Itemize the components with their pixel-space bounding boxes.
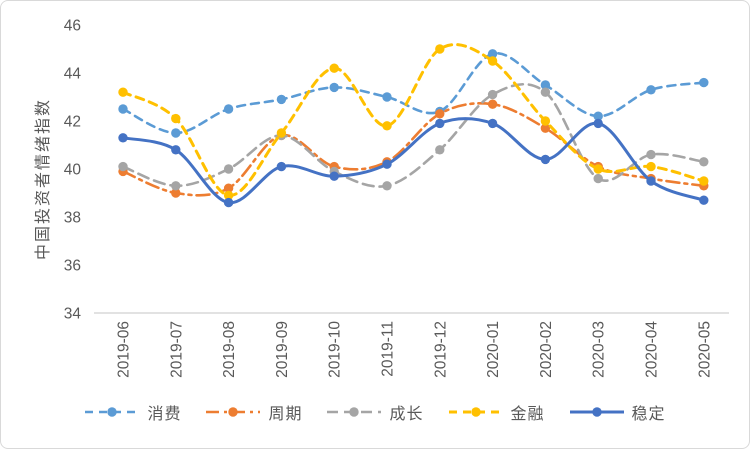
series-marker-金融: [487, 56, 498, 66]
series-marker-消费: [171, 128, 181, 138]
x-tick-label: 2020-01: [485, 321, 502, 378]
series-marker-消费: [540, 80, 551, 90]
series-marker-稳定: [435, 118, 445, 129]
series-marker-金融: [223, 190, 234, 201]
series-marker-消费: [329, 82, 339, 93]
series-marker-周期: [171, 188, 181, 198]
legend-line-sample: [569, 407, 624, 417]
series-marker-消费: [699, 77, 709, 88]
series-marker-周期: [540, 123, 551, 133]
x-tick-label: 2020-02: [538, 321, 555, 378]
series-marker-成长: [171, 181, 181, 191]
x-tick-label: 2019-06: [116, 321, 133, 378]
series-marker-消费: [593, 111, 603, 121]
series-marker-消费: [118, 104, 128, 114]
series-marker-成长: [699, 157, 709, 167]
legend-line-sample: [206, 407, 261, 417]
legend-line-sample: [85, 407, 140, 417]
series-marker-金融: [540, 116, 551, 126]
x-tick-label: 2020-05: [696, 321, 713, 378]
series-marker-金融: [276, 128, 287, 138]
series-marker-金融: [329, 63, 339, 73]
series-marker-成长: [435, 145, 445, 155]
series-marker-成长: [593, 173, 603, 184]
series-marker-稳定: [382, 159, 392, 169]
legend-label: 金融: [510, 406, 545, 423]
series-marker-消费: [487, 49, 498, 59]
series-marker-稳定: [276, 161, 287, 172]
x-tick-label: 2019-10: [327, 321, 344, 378]
legend-item-金融: 金融: [448, 400, 545, 424]
line-chart-plot-area: 46 44 42 40 38 36 34 2019-06 2019-07 2019-08 2019-…: [64, 18, 729, 378]
x-tick-label: 2019-09: [274, 321, 291, 378]
x-tick-label: 2020-04: [644, 321, 661, 378]
series-marker-成长: [223, 164, 234, 174]
y-tick-label: 40: [64, 162, 82, 179]
series-marker-金融: [646, 161, 656, 172]
series-marker-稳定: [118, 133, 128, 143]
series-marker-金融: [435, 44, 445, 54]
chart-legend: 消费 周期 成长 金融 稳定: [1, 400, 749, 424]
series-marker-稳定: [329, 171, 339, 181]
x-tick-label: 2019-12: [432, 321, 449, 378]
y-tick-label: 38: [64, 210, 81, 227]
series-marker-稳定: [487, 118, 498, 129]
series-line-稳定: [121, 117, 706, 205]
legend-label: 稳定: [631, 406, 666, 423]
legend-label: 成长: [389, 406, 424, 423]
series-marker-周期: [223, 183, 234, 193]
series-marker-消费: [223, 104, 234, 114]
series-marker-稳定: [699, 195, 709, 205]
series-marker-稳定: [646, 176, 656, 186]
x-tick-label: 2020-03: [591, 321, 608, 378]
series-marker-稳定: [593, 118, 603, 129]
series-marker-稳定: [223, 197, 234, 208]
series-marker-金融: [171, 113, 181, 124]
legend-label: 周期: [268, 406, 303, 423]
y-tick-label: 44: [64, 66, 82, 83]
series-marker-金融: [382, 121, 392, 131]
series-marker-金融: [593, 164, 603, 174]
legend-item-消费: 消费: [84, 400, 181, 424]
y-tick-label: 42: [64, 114, 81, 131]
series-marker-成长: [487, 89, 498, 100]
x-tick-label: 2019-11: [380, 321, 397, 377]
series-marker-稳定: [540, 154, 551, 165]
legend-line-sample: [327, 407, 382, 417]
legend-label: 消费: [147, 406, 182, 423]
legend-item-稳定: 稳定: [569, 400, 666, 424]
legend-item-周期: 周期: [205, 400, 302, 424]
series-line-周期: [121, 102, 706, 197]
series-marker-成长: [382, 181, 392, 191]
series-marker-周期: [487, 99, 498, 109]
y-tick-label: 46: [64, 18, 81, 35]
series-marker-成长: [118, 161, 128, 172]
series-marker-稳定: [171, 145, 181, 155]
series-marker-金融: [699, 176, 709, 186]
legend-line-sample: [448, 407, 503, 417]
x-tick-label: 2019-08: [221, 321, 238, 378]
series-marker-周期: [435, 109, 445, 119]
series-marker-消费: [646, 85, 656, 95]
series-marker-消费: [382, 92, 392, 102]
legend-item-成长: 成长: [326, 400, 423, 424]
y-tick-label: 34: [64, 306, 82, 323]
series-marker-成长: [646, 149, 656, 160]
series-marker-成长: [540, 87, 551, 97]
x-tick-label: 2019-07: [168, 321, 185, 378]
y-tick-label: 36: [64, 258, 81, 275]
series-marker-消费: [276, 94, 287, 105]
series-marker-金融: [118, 87, 128, 97]
